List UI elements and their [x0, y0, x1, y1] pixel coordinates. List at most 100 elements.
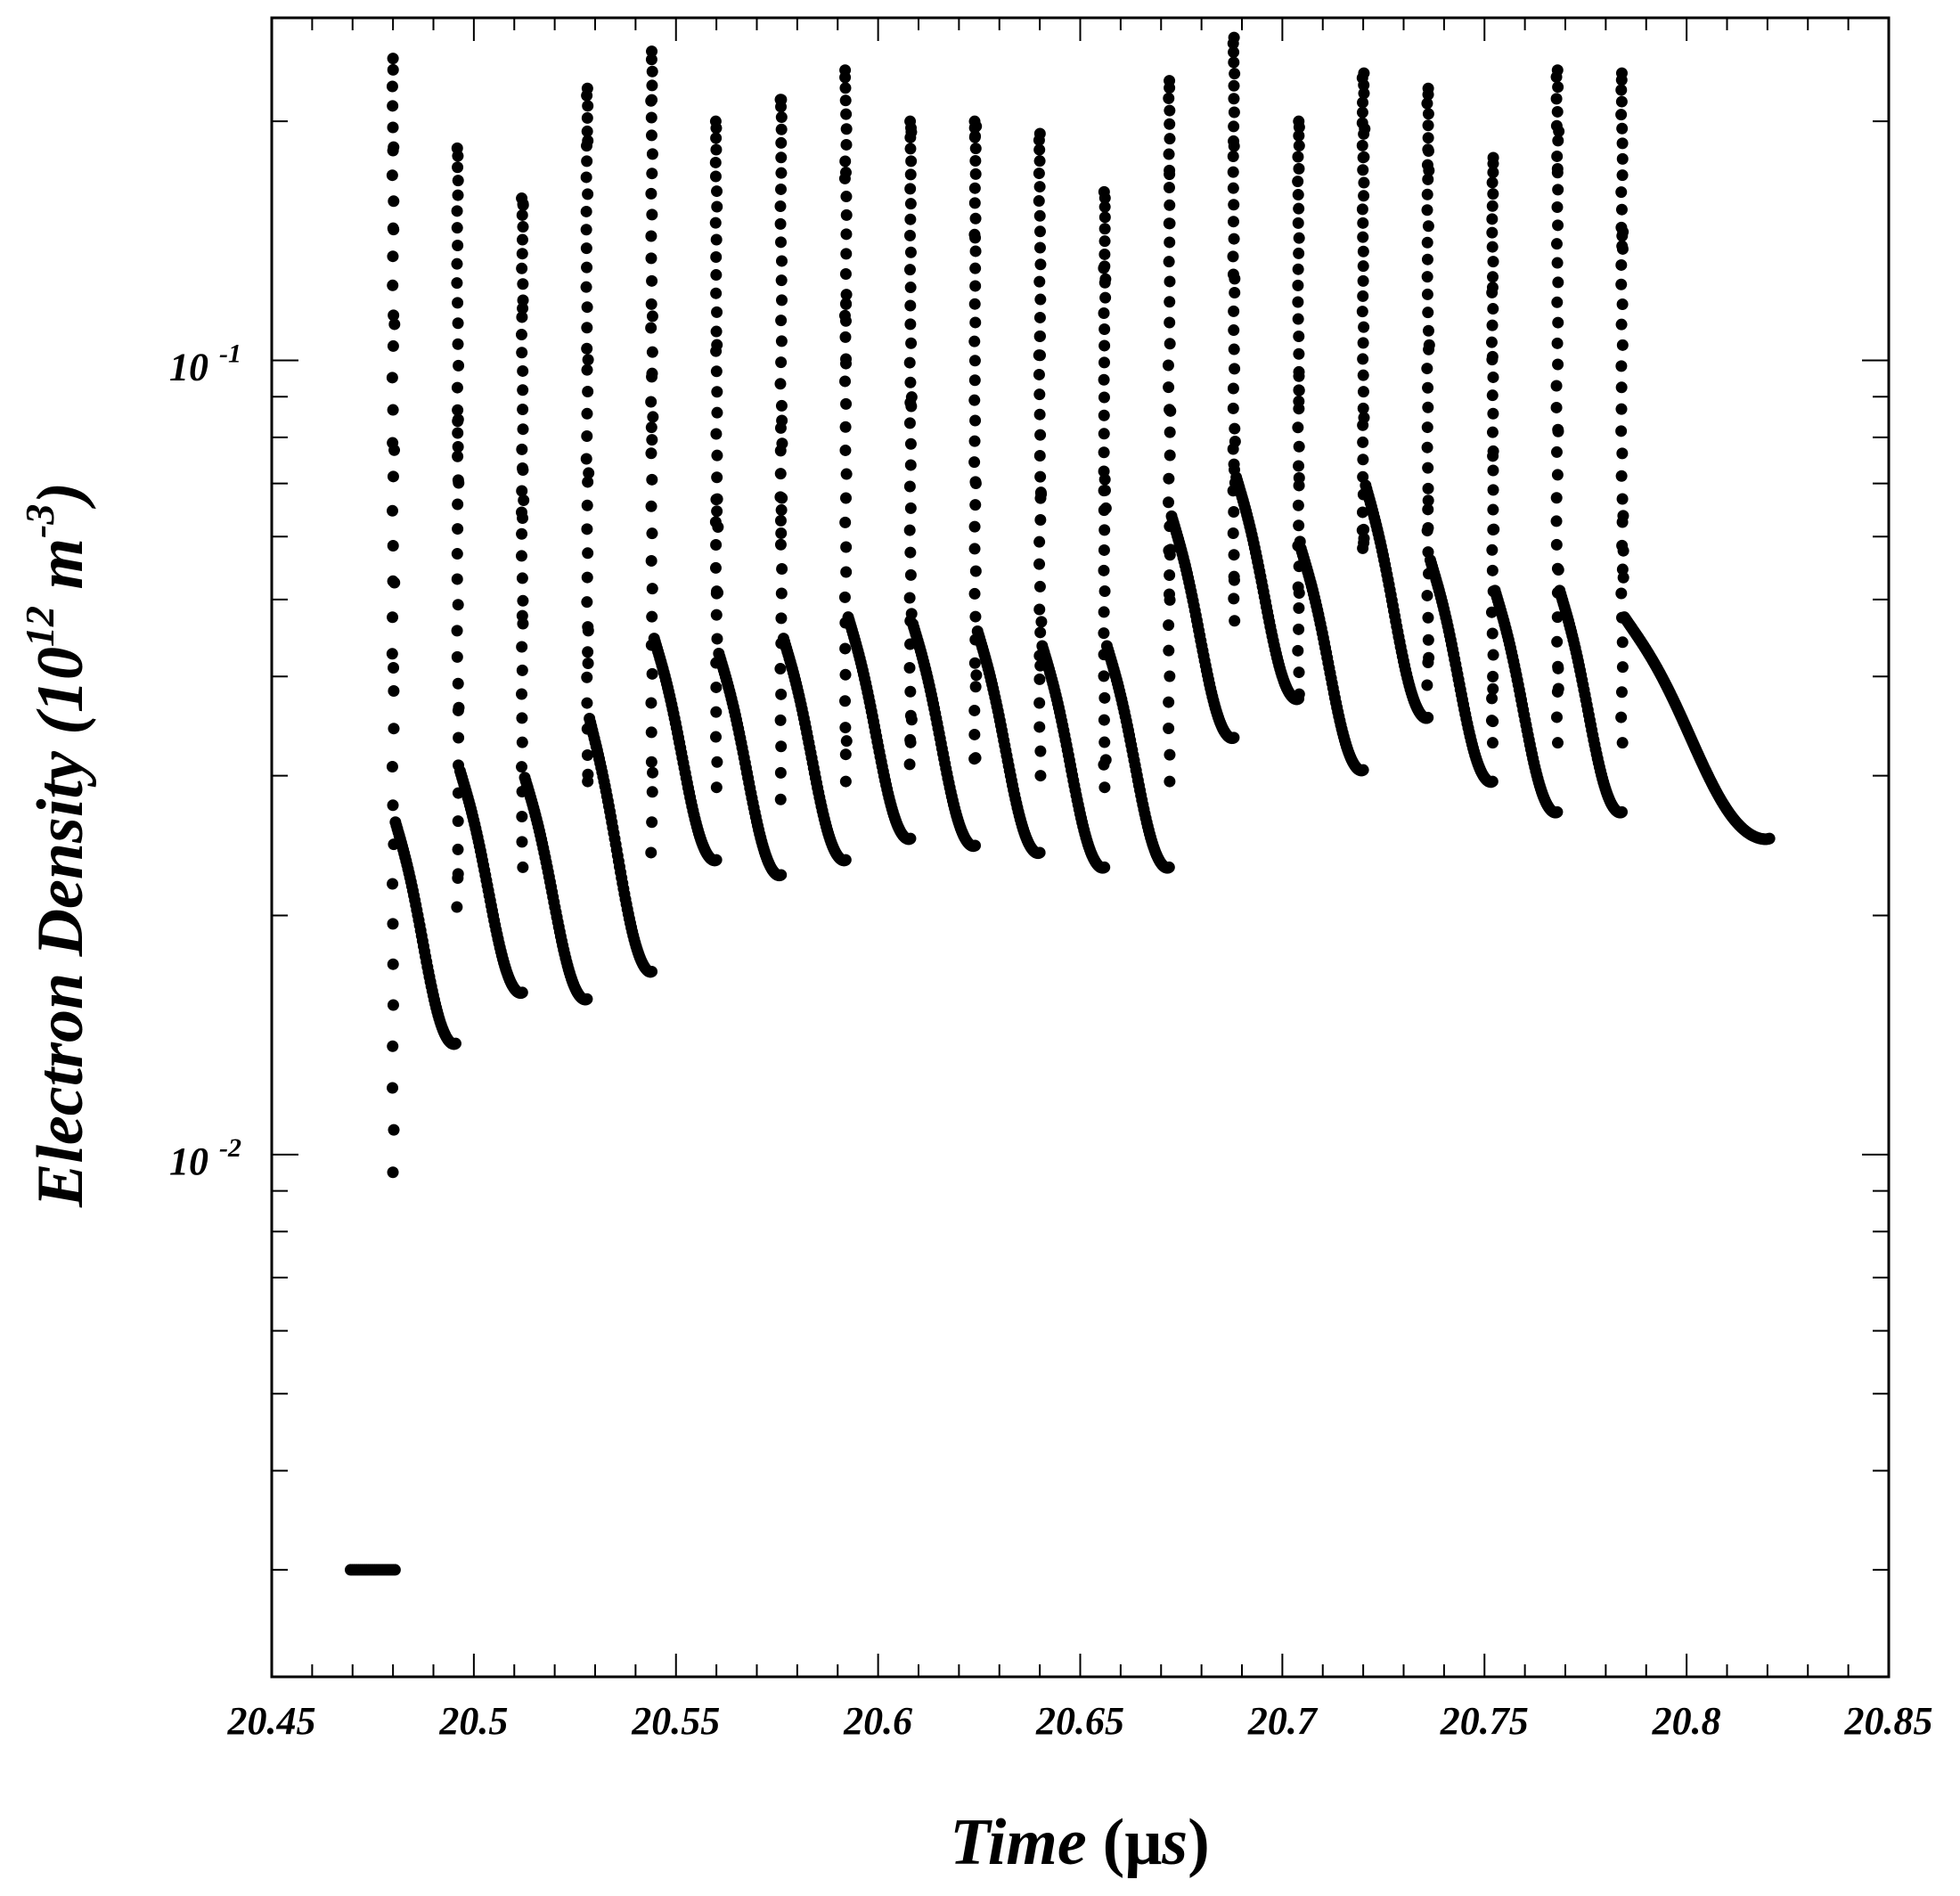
data-point: [1293, 395, 1305, 407]
data-point: [710, 287, 723, 299]
data-point: [645, 111, 657, 124]
data-point: [1357, 260, 1369, 273]
data-point: [1356, 306, 1368, 318]
data-point: [516, 347, 528, 359]
data-point: [1164, 275, 1176, 288]
data-point: [1487, 188, 1499, 200]
data-point: [1034, 514, 1047, 526]
data-point: [904, 282, 917, 294]
data-point: [1486, 226, 1499, 239]
y-axis-title-suffix: ): [24, 482, 97, 510]
data-point: [452, 441, 464, 454]
data-point: [710, 365, 723, 378]
data-point: [1486, 282, 1499, 294]
data-point: [839, 82, 852, 94]
data-point: [387, 53, 399, 65]
data-point: [1487, 371, 1499, 383]
data-point: [970, 669, 983, 682]
data-point: [1293, 623, 1305, 635]
data-point: [969, 130, 982, 143]
data-point: [1357, 96, 1369, 109]
data-point: [1359, 123, 1371, 135]
data-point: [905, 400, 918, 413]
data-point: [1034, 745, 1047, 757]
data-point: [1229, 363, 1241, 375]
data-point: [1615, 711, 1628, 723]
data-point: [1228, 458, 1240, 470]
x-tick-label: 20.65: [1035, 1699, 1124, 1743]
data-point: [710, 538, 723, 551]
data-point: [903, 662, 916, 674]
data-point: [968, 374, 981, 387]
data-point: [645, 252, 657, 265]
data-point: [710, 132, 723, 144]
data-point: [1098, 781, 1111, 794]
x-tick-label: 20.45: [227, 1699, 316, 1743]
data-point: [646, 274, 658, 287]
data-point: [839, 854, 852, 866]
x-axis-unit-close: ): [1188, 1806, 1210, 1879]
data-point: [1486, 319, 1499, 331]
data-point: [840, 138, 853, 151]
data-point: [1228, 233, 1240, 245]
data-point: [776, 562, 788, 575]
data-point: [646, 65, 658, 78]
data-point: [1293, 140, 1305, 152]
data-point: [775, 335, 788, 347]
data-point: [1033, 155, 1046, 168]
data-point: [387, 279, 399, 291]
data-point: [969, 154, 982, 167]
data-point: [1098, 736, 1111, 748]
data-point: [710, 325, 723, 338]
data-point: [1616, 661, 1629, 674]
data-point: [1292, 313, 1304, 325]
data-point: [1292, 499, 1304, 511]
y-tick-exponent: -1: [219, 339, 241, 369]
data-point: [969, 839, 982, 852]
data-point: [1228, 93, 1240, 105]
data-point: [517, 198, 529, 210]
data-point: [388, 141, 400, 153]
data-point: [1552, 219, 1564, 232]
data-point: [1616, 636, 1629, 649]
data-point: [710, 854, 723, 866]
data-point: [1422, 494, 1434, 507]
data-point: [1098, 339, 1111, 352]
data-point: [387, 250, 399, 263]
data-point: [710, 609, 723, 621]
data-point: [387, 504, 398, 517]
data-point: [387, 918, 399, 930]
data-point: [775, 94, 788, 106]
data-point: [449, 1037, 461, 1050]
data-point: [1293, 384, 1305, 396]
data-point: [775, 688, 788, 700]
data-point: [516, 609, 528, 622]
data-point: [451, 901, 463, 913]
data-point: [1098, 627, 1110, 640]
data-point: [1615, 186, 1628, 199]
data-point: [1553, 125, 1565, 137]
data-point: [1550, 93, 1563, 105]
data-point: [580, 224, 592, 236]
data-point: [1615, 318, 1628, 331]
data-point: [840, 397, 853, 410]
data-point: [839, 421, 852, 433]
data-point: [1164, 748, 1176, 761]
data-point: [646, 79, 658, 92]
data-point: [452, 150, 464, 162]
data-point: [1293, 370, 1305, 382]
data-point: [646, 527, 658, 540]
data-point: [1422, 401, 1434, 413]
data-point: [388, 1564, 401, 1576]
data-point: [969, 414, 982, 427]
data-point: [1358, 412, 1370, 424]
data-point: [1486, 241, 1499, 253]
data-point: [775, 356, 788, 369]
data-point: [1292, 263, 1304, 275]
data-point: [969, 280, 982, 292]
data-point: [646, 168, 658, 180]
data-point: [840, 541, 853, 553]
data-point: [904, 376, 917, 388]
data-point: [580, 242, 592, 255]
data-point: [1098, 670, 1110, 682]
